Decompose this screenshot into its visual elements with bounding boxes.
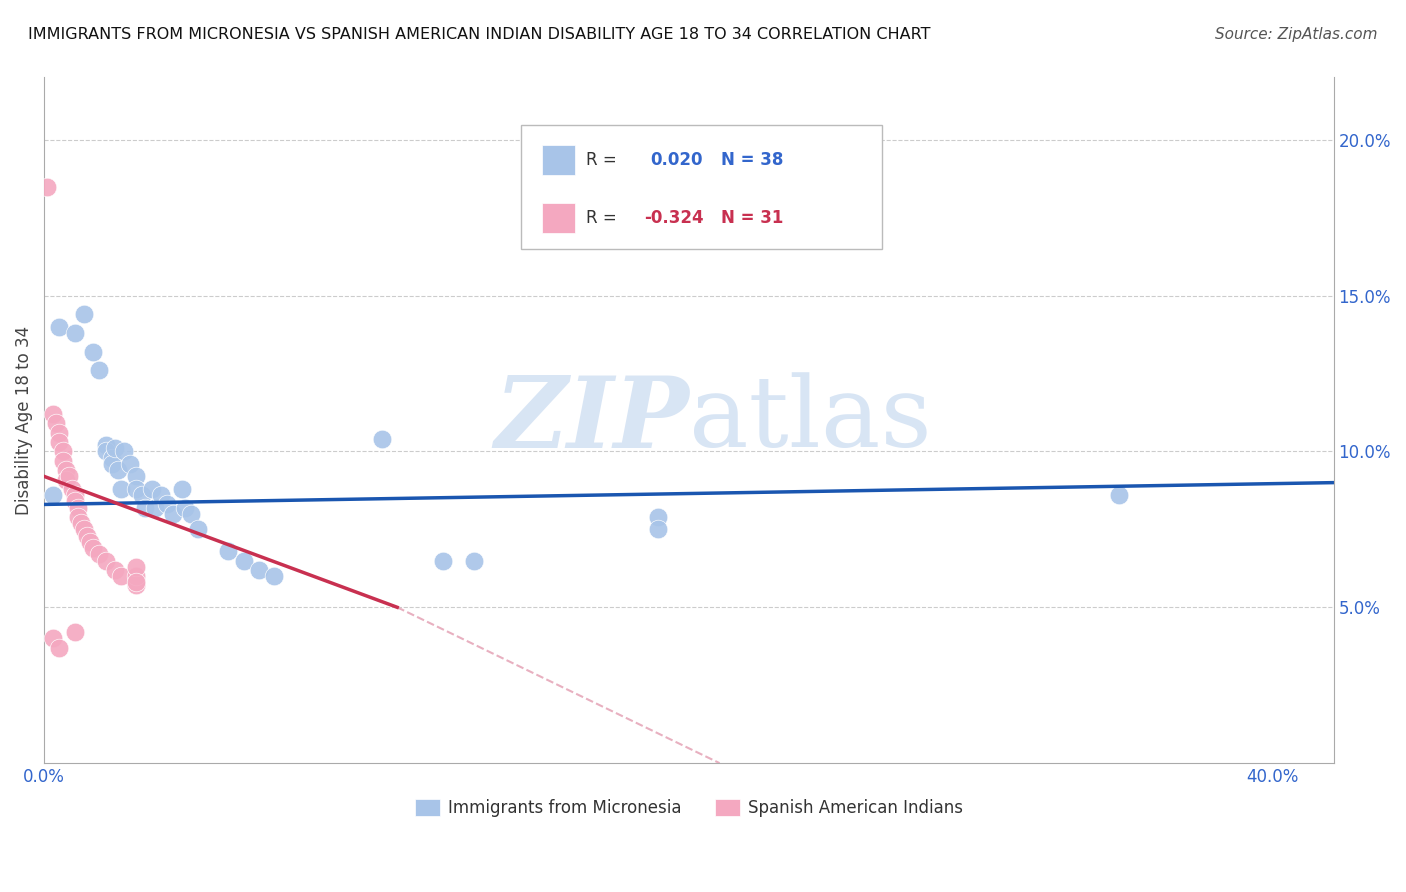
Point bbox=[371, 432, 394, 446]
Point bbox=[172, 482, 194, 496]
Point bbox=[48, 435, 70, 450]
Legend: Immigrants from Micronesia, Spanish American Indians: Immigrants from Micronesia, Spanish Amer… bbox=[408, 792, 970, 823]
Point bbox=[94, 553, 117, 567]
Point bbox=[156, 498, 179, 512]
Point bbox=[141, 482, 163, 496]
Point bbox=[82, 344, 104, 359]
FancyBboxPatch shape bbox=[541, 145, 575, 175]
FancyBboxPatch shape bbox=[541, 202, 575, 233]
FancyBboxPatch shape bbox=[522, 126, 883, 249]
Point bbox=[42, 488, 65, 502]
Text: ZIP: ZIP bbox=[494, 372, 689, 468]
Point bbox=[149, 488, 172, 502]
Point bbox=[125, 469, 148, 483]
Point bbox=[66, 500, 89, 515]
Point bbox=[66, 509, 89, 524]
Point bbox=[104, 563, 127, 577]
Point bbox=[48, 425, 70, 440]
Point bbox=[247, 563, 270, 577]
Point bbox=[89, 547, 111, 561]
Text: -0.324: -0.324 bbox=[644, 209, 703, 227]
Text: N = 38: N = 38 bbox=[721, 151, 783, 169]
Point bbox=[432, 553, 454, 567]
Point bbox=[60, 482, 83, 496]
Point bbox=[232, 553, 254, 567]
Point bbox=[45, 417, 67, 431]
Point bbox=[120, 457, 142, 471]
Point bbox=[79, 534, 101, 549]
Point bbox=[63, 494, 86, 508]
Point bbox=[110, 482, 132, 496]
Point bbox=[217, 544, 239, 558]
Point bbox=[647, 509, 669, 524]
Point bbox=[89, 363, 111, 377]
Text: R =: R = bbox=[586, 209, 621, 227]
Point bbox=[174, 500, 197, 515]
Point bbox=[73, 307, 96, 321]
Text: IMMIGRANTS FROM MICRONESIA VS SPANISH AMERICAN INDIAN DISABILITY AGE 18 TO 34 CO: IMMIGRANTS FROM MICRONESIA VS SPANISH AM… bbox=[28, 27, 931, 42]
Point bbox=[63, 488, 86, 502]
Point bbox=[125, 559, 148, 574]
Point bbox=[70, 516, 93, 530]
Y-axis label: Disability Age 18 to 34: Disability Age 18 to 34 bbox=[15, 326, 32, 515]
Point bbox=[55, 463, 77, 477]
Point bbox=[110, 569, 132, 583]
Point bbox=[100, 457, 122, 471]
Text: atlas: atlas bbox=[689, 372, 932, 468]
Point bbox=[125, 482, 148, 496]
Point bbox=[112, 444, 135, 458]
Point bbox=[73, 522, 96, 536]
Point bbox=[76, 528, 98, 542]
Point bbox=[180, 507, 202, 521]
Point bbox=[107, 463, 129, 477]
Point bbox=[94, 438, 117, 452]
Point bbox=[134, 500, 156, 515]
Point bbox=[125, 569, 148, 583]
Point bbox=[48, 640, 70, 655]
Point bbox=[48, 319, 70, 334]
Point bbox=[100, 450, 122, 465]
Point bbox=[63, 326, 86, 340]
Point bbox=[1108, 488, 1130, 502]
Text: Source: ZipAtlas.com: Source: ZipAtlas.com bbox=[1215, 27, 1378, 42]
Point bbox=[125, 575, 148, 590]
Point bbox=[82, 541, 104, 555]
Point bbox=[125, 578, 148, 592]
Text: 0.020: 0.020 bbox=[650, 151, 703, 169]
Point bbox=[647, 522, 669, 536]
Point bbox=[63, 625, 86, 640]
Point bbox=[162, 507, 184, 521]
Point bbox=[104, 442, 127, 456]
Point bbox=[37, 179, 59, 194]
Point bbox=[42, 407, 65, 421]
Point bbox=[131, 488, 153, 502]
Point bbox=[187, 522, 209, 536]
Point bbox=[463, 553, 485, 567]
Point bbox=[263, 569, 285, 583]
Point bbox=[143, 500, 166, 515]
Point bbox=[42, 632, 65, 646]
Point bbox=[55, 473, 77, 487]
Text: N = 31: N = 31 bbox=[721, 209, 783, 227]
Text: R =: R = bbox=[586, 151, 621, 169]
Point bbox=[51, 444, 73, 458]
Point bbox=[58, 469, 80, 483]
Point bbox=[94, 444, 117, 458]
Point bbox=[51, 454, 73, 468]
